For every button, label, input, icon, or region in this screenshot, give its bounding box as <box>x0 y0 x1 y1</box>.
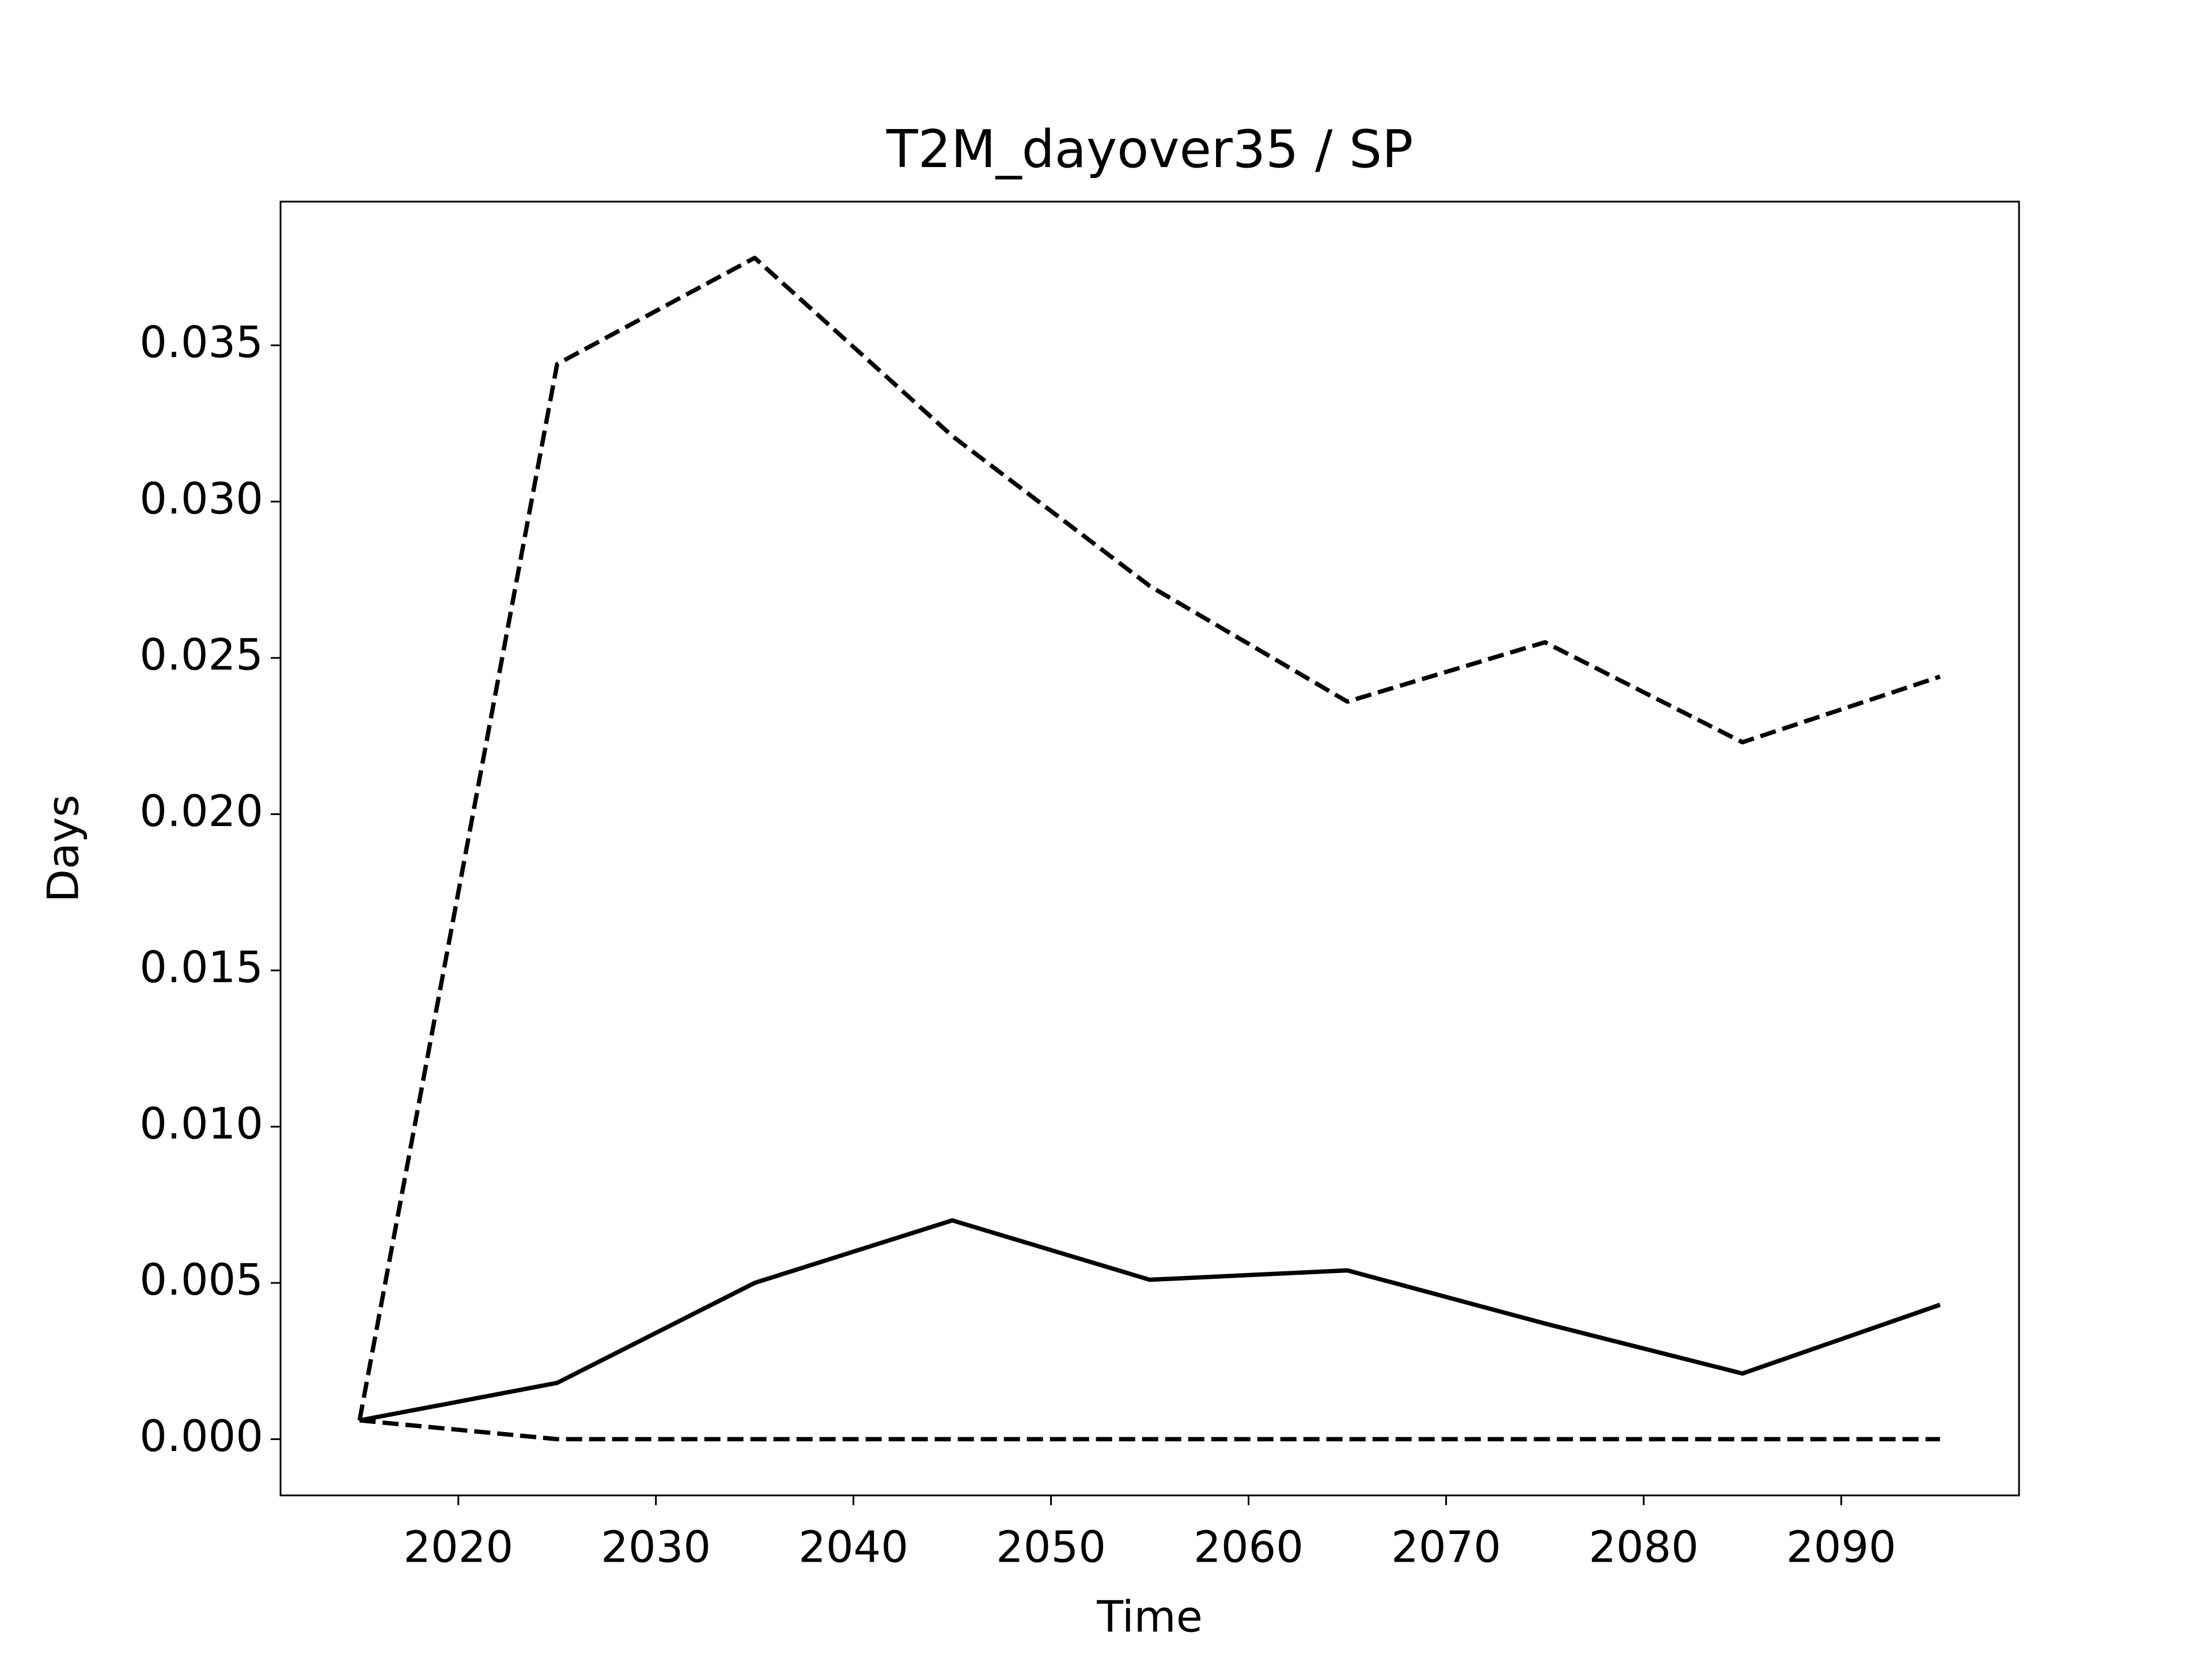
plot-frame <box>279 200 2020 1497</box>
series-line <box>359 1218 1941 1423</box>
y-tick-label: 0.005 <box>139 1255 263 1305</box>
x-tick-label: 2090 <box>1786 1522 1896 1573</box>
series-line <box>357 255 1941 1421</box>
y-tick-label: 0.000 <box>139 1411 263 1461</box>
y-tick-label: 0.020 <box>139 786 263 836</box>
x-tick-label: 2040 <box>798 1522 908 1573</box>
x-tick-label: 2050 <box>996 1522 1106 1573</box>
x-tick-label: 2030 <box>601 1522 711 1573</box>
x-axis-label: Time <box>1096 1592 1203 1642</box>
chart-title: T2M_dayover35 / SP <box>886 119 1414 180</box>
y-tick-label: 0.025 <box>139 630 263 680</box>
x-tick-label: 2080 <box>1589 1522 1699 1573</box>
y-tick-label: 0.010 <box>139 1098 263 1149</box>
y-tick-label: 0.015 <box>139 942 263 993</box>
y-tick-label: 0.030 <box>139 473 263 524</box>
y-tick-label: 0.035 <box>139 317 263 368</box>
x-tick-label: 2060 <box>1194 1522 1304 1573</box>
x-tick-label: 2020 <box>403 1522 513 1573</box>
x-tick-label: 2070 <box>1391 1522 1501 1573</box>
y-axis-label: Days <box>38 794 89 902</box>
series-line <box>359 1418 1940 1442</box>
